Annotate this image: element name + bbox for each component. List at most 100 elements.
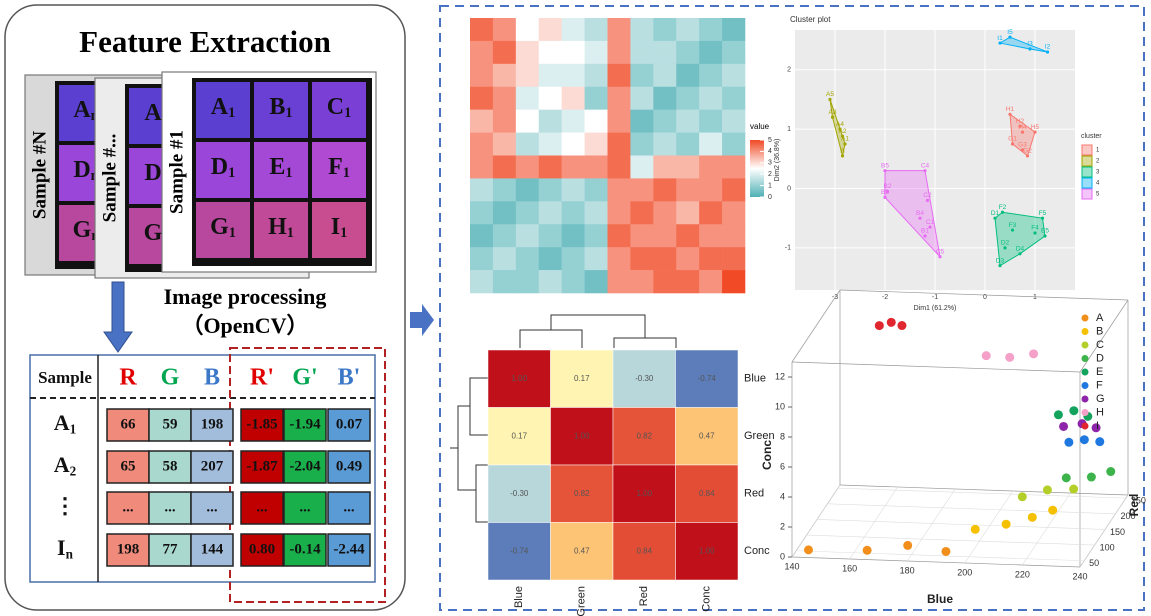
correlation-label: 1.00 [511, 374, 527, 383]
cell-value: 198 [117, 541, 140, 557]
cell-label: F1 [328, 154, 350, 182]
point-label: A5 [826, 91, 834, 98]
scatter-point [1053, 410, 1063, 420]
sensor-cell [312, 82, 366, 138]
heatmap-cell [653, 86, 677, 110]
heatmap-cell [538, 18, 562, 42]
cell-label-main: G [210, 214, 229, 240]
point-label: B4 [916, 210, 924, 217]
table-cell [327, 491, 371, 525]
correlation-label: 0.47 [699, 431, 715, 440]
cell-label: C1 [327, 94, 352, 122]
heatmap-cell [607, 178, 631, 202]
heatmap-cell [699, 224, 723, 248]
table-cell [283, 408, 327, 442]
heatmap-cell [470, 247, 494, 271]
correlation-cell [675, 464, 739, 523]
y-tick-label: -1 [785, 245, 791, 252]
point-label: F4 [1031, 225, 1039, 232]
heatmap-cell [699, 247, 723, 271]
correlation-label: -0.74 [698, 374, 717, 383]
scatter-point [1001, 519, 1011, 529]
cell-label-main: E [269, 154, 285, 180]
x-tick-label: -1 [932, 294, 938, 301]
point-label: B5 [881, 162, 889, 169]
heatmap-cell [607, 247, 631, 271]
heatmap-cell [561, 109, 585, 133]
cell-value: 58 [163, 458, 178, 474]
table-cell [240, 491, 284, 525]
heatmap-cell [470, 224, 494, 248]
heatmap-cell [584, 132, 608, 156]
heatmap-cell [630, 155, 654, 179]
cluster-point [928, 225, 932, 229]
cell-label: D1 [211, 154, 236, 182]
scatter-point [970, 524, 980, 534]
correlation-label: 0.82 [636, 431, 652, 440]
heatmap-cell [722, 201, 746, 225]
heatmap-cell [515, 132, 540, 156]
heatmap-cell [699, 201, 723, 225]
legend-key [1081, 144, 1093, 156]
heatmap-cell [630, 224, 654, 248]
heatmap-cell [699, 178, 723, 202]
heatmap-cell [538, 270, 562, 294]
point-label: A3 [829, 109, 837, 116]
x-tick-label: 160 [842, 563, 857, 573]
point-label: B3 [881, 189, 889, 196]
floor-grid [796, 550, 1085, 562]
heatmap-cell [515, 155, 540, 179]
sensor-cell [196, 142, 250, 198]
cluster-point [883, 195, 887, 199]
heatmap-cell [492, 270, 517, 294]
heatmap-cell [676, 247, 700, 271]
heatmap-cell [699, 63, 723, 88]
cell-value: -1.85 [246, 416, 277, 432]
heatmap-cell [607, 63, 631, 88]
cluster-point [1033, 130, 1037, 134]
box-edge [791, 556, 1081, 568]
table-cell [283, 491, 327, 525]
cluster-point [925, 198, 930, 202]
cluster-point [883, 169, 887, 173]
heatmap-cell [722, 224, 746, 248]
row-label: In [57, 535, 74, 561]
point-label: C1 [926, 219, 935, 226]
heatmap-cell [584, 155, 608, 179]
cell-value: -1.87 [246, 458, 278, 474]
heatmap-cell [653, 63, 677, 88]
heatmap-cell [607, 40, 631, 65]
cluster-point [840, 154, 845, 158]
cell-value: -1.94 [289, 416, 321, 432]
legend-label: E [1096, 366, 1103, 378]
legend-title: value [750, 122, 770, 131]
point-label: F5 [1039, 210, 1047, 217]
heatmap-cell [607, 224, 631, 248]
heatmap-cell [584, 224, 608, 248]
row-dendrogram [450, 377, 488, 523]
heatmap-cell [561, 40, 585, 65]
legend-key [1081, 341, 1089, 349]
heatmap-cell [630, 40, 654, 65]
cell-label: A1 [211, 94, 236, 122]
cluster-point [1018, 252, 1022, 256]
heatmap-cell [538, 201, 562, 225]
scatter-point [874, 321, 884, 331]
heatmap-cell [584, 40, 608, 65]
column-label: Blue [513, 586, 525, 608]
y-tick-label: 2 [787, 67, 791, 74]
point-label: E5 [1041, 228, 1049, 235]
correlation-label: 0.47 [574, 546, 590, 555]
point-label: D3 [996, 257, 1005, 264]
scatter-point [1091, 423, 1101, 433]
scatter-point [1086, 472, 1096, 482]
point-label: I5 [1007, 29, 1013, 36]
point-label: H4 [1018, 124, 1027, 131]
legend-key [1081, 355, 1089, 362]
cell-value: -2.04 [289, 458, 321, 474]
floor-grid [1022, 492, 1071, 566]
cluster-point [1043, 234, 1047, 238]
row-label: Green [744, 430, 775, 442]
table-frame [29, 354, 376, 583]
cell-value: 66 [121, 416, 137, 432]
